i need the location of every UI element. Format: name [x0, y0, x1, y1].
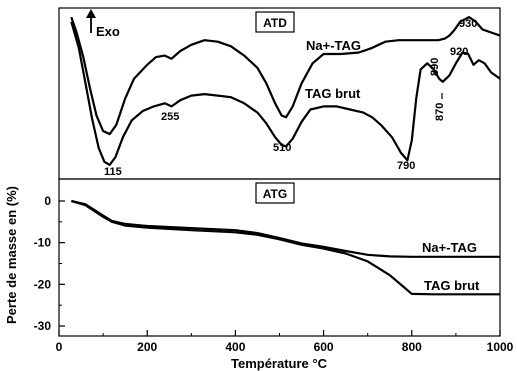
x-tick-label: 600 — [314, 340, 334, 354]
y-tick-label: -10 — [34, 236, 52, 250]
exo-indicator: Exo — [86, 9, 120, 39]
x-tick-label: 800 — [402, 340, 422, 354]
annot-510: 510 — [273, 142, 291, 154]
x-tick-label: 400 — [225, 340, 245, 354]
atd-label-na-tag: Na+-TAG — [306, 38, 361, 53]
y-tick-label: -30 — [34, 319, 52, 333]
atg-series-tag-brut — [70, 199, 500, 296]
annot-930: 930 — [459, 18, 477, 30]
atd-label-tag-brut: TAG brut — [305, 86, 361, 101]
x-axis-title: Température °C — [231, 356, 328, 371]
atd-title: ATD — [263, 16, 287, 30]
exo-arrow-head — [86, 9, 96, 18]
atd-title-box — [255, 11, 295, 33]
atg-title-box — [255, 182, 295, 204]
annot-790: 790 — [397, 160, 415, 172]
x-tick-label: 1000 — [487, 340, 514, 354]
atd-series-na-tag — [70, 16, 501, 136]
y-axis-title: Perte de masse en (%) — [4, 186, 19, 324]
y-tick-label: 0 — [44, 194, 51, 208]
atg-label-na-tag: Na+-TAG — [422, 240, 477, 255]
exo-label: Exo — [96, 24, 120, 39]
annot-870: 870 — [434, 103, 446, 121]
atd-series-tag-brut — [70, 21, 501, 166]
atg-title: ATG — [263, 187, 287, 201]
annot-920: 920 — [450, 46, 468, 58]
y-tick-label: -20 — [34, 277, 52, 291]
annot-115: 115 — [104, 166, 122, 178]
x-tick-label: 200 — [137, 340, 157, 354]
atd-panel: ATD Exo Na+-TAG TAG brut 115 255 510 790… — [58, 7, 501, 180]
atg-ticks: 0 200 400 600 800 1000 0 -10 -20 -30 — [34, 194, 514, 354]
annot-890: 890 — [429, 58, 441, 76]
x-tick-label: 0 — [56, 340, 63, 354]
annot-255: 255 — [161, 111, 179, 123]
atg-label-tag-brut: TAG brut — [424, 278, 480, 293]
